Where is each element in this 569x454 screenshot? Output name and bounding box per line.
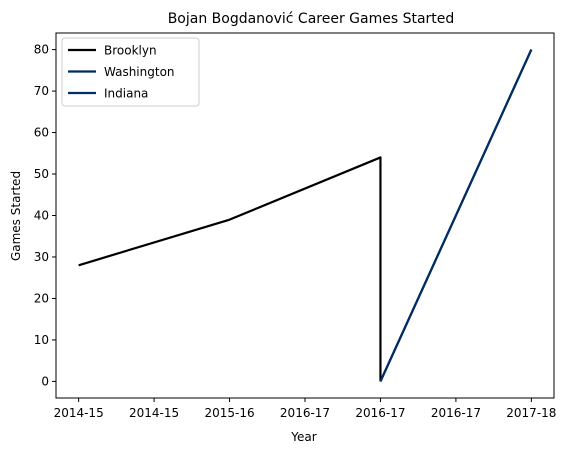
legend: Brooklyn Washington Indiana	[61, 37, 200, 107]
x-tick-label: 2014-15	[129, 406, 179, 420]
y-tick-label: 20	[34, 291, 49, 305]
series-line-indiana	[379, 49, 533, 382]
series-line-brooklyn	[78, 156, 382, 382]
legend-box	[61, 37, 200, 107]
x-tick-label: 2016-17	[280, 406, 330, 420]
y-tick-label: 30	[34, 250, 49, 264]
x-tick-label: 2016-17	[355, 406, 405, 420]
y-tick-label: 50	[34, 167, 49, 181]
y-tick-label: 0	[41, 374, 49, 388]
legend-label-indiana: Indiana	[104, 87, 148, 101]
x-axis-label: Year	[290, 430, 316, 444]
y-axis-label: Games Started	[9, 171, 23, 261]
y-tick-label: 60	[34, 126, 49, 140]
x-tick-label: 2016-17	[431, 406, 481, 420]
y-tick-label: 70	[34, 84, 49, 98]
chart-title: Bojan Bogdanović Career Games Started	[168, 11, 455, 27]
y-tick-label: 40	[34, 209, 49, 223]
legend-label-washington: Washington	[104, 65, 175, 79]
x-tick-label: 2017-18	[506, 406, 556, 420]
legend-label-brooklyn: Brooklyn	[104, 44, 157, 58]
x-tick-label: 2015-16	[204, 406, 254, 420]
y-tick-label: 10	[34, 333, 49, 347]
y-tick-label: 80	[34, 43, 49, 57]
x-axis: 2014-15 2014-15 2015-16 2016-17 2016-17 2016-…	[54, 398, 556, 420]
x-tick-label: 2014-15	[54, 406, 104, 420]
y-axis: 0 10 20 30 40 50 60 70 80	[34, 43, 56, 388]
series-layer	[78, 49, 533, 382]
